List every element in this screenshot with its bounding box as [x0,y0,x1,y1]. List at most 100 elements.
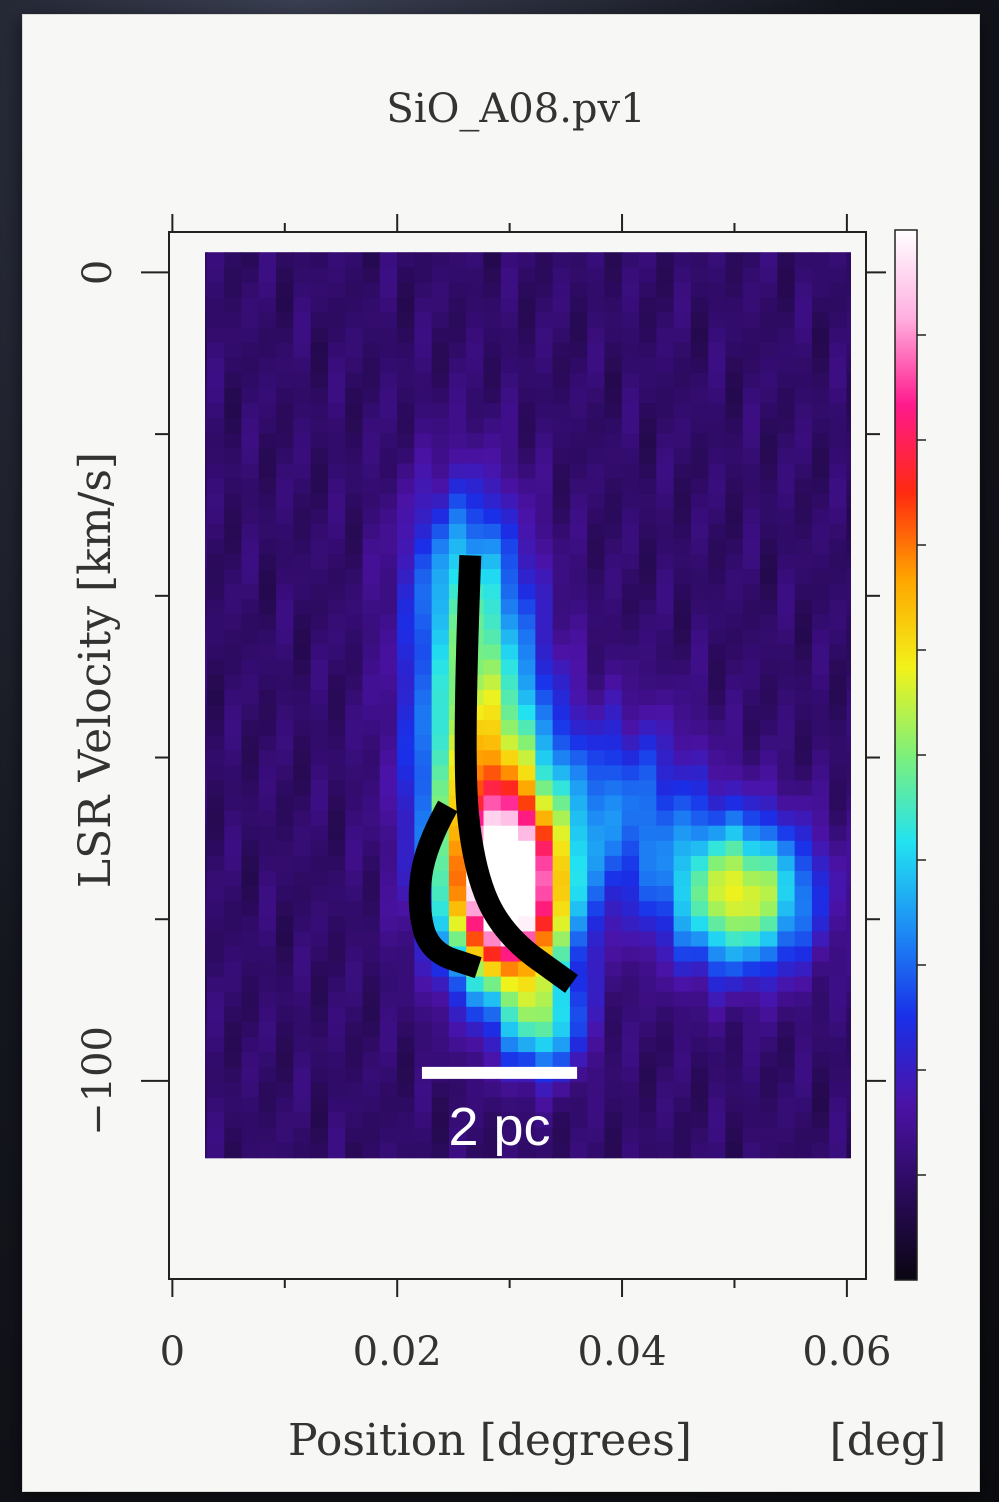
heatmap-cell [639,569,657,585]
heatmap-cell [362,991,381,1008]
heatmap-cell [483,735,502,751]
heatmap-cell [535,870,554,887]
heatmap-cell [673,584,692,600]
heatmap-cell [362,720,381,736]
heatmap-cell [639,463,657,480]
heatmap-cell [604,463,623,480]
heatmap-cell [604,418,623,434]
heatmap-cell [760,916,778,932]
heatmap-cell [224,614,243,631]
heatmap-cell [587,478,606,495]
heatmap-cell [241,1067,260,1083]
heatmap-cell [518,1021,536,1038]
heatmap-cell [483,554,502,570]
heatmap-cell [794,689,813,706]
heatmap-cell [258,1112,277,1129]
heatmap-cell [604,357,623,374]
heatmap-cell [431,538,450,555]
heatmap-cell [725,1052,744,1068]
heatmap-cell [829,780,848,797]
heatmap-cell [172,705,190,721]
heatmap-cell [777,901,796,917]
heatmap-cell [708,282,727,299]
heatmap-cell [811,825,830,842]
heatmap-cell [206,493,225,510]
heatmap-cell [414,991,433,1008]
heatmap-cell [379,931,398,948]
heatmap-cell [224,508,243,525]
heatmap-cell [327,584,346,600]
heatmap-cell [345,765,364,782]
heatmap-cell [725,1112,744,1129]
heatmap-cell [362,976,381,993]
heatmap-cell [760,327,778,344]
heatmap-cell [587,433,606,450]
heatmap-cell [708,644,727,661]
heatmap-cell [241,961,260,978]
heatmap-cell [846,1112,851,1129]
heatmap-cell [673,1052,692,1068]
heatmap-cell [846,916,851,932]
heatmap-cell [345,463,364,480]
heatmap-cell [500,493,519,510]
heatmap-cell [742,403,761,419]
heatmap-cell [241,403,260,419]
heatmap-cell [690,1036,709,1053]
heatmap-cell [552,946,571,963]
heatmap-cell [846,584,851,600]
heatmap-cell [777,1082,796,1098]
heatmap-cell [656,508,675,525]
heatmap-cell [518,689,536,706]
heatmap-cell [241,735,260,751]
heatmap-cell [224,961,243,978]
heatmap-cell [725,644,744,661]
heatmap-cell [327,1067,346,1083]
heatmap-cell [397,312,415,329]
heatmap-cell [500,629,519,646]
heatmap-cell [276,463,294,480]
heatmap-cell [379,961,398,978]
heatmap-cell [241,1142,260,1159]
heatmap-cell [518,674,536,691]
heatmap-cell [690,659,709,676]
heatmap-cell [258,629,277,646]
heatmap-cell [345,704,364,721]
heatmap-cell [206,720,225,736]
heatmap-cell [518,795,536,812]
heatmap-cell [535,840,554,857]
heatmap-cell [604,1142,623,1159]
heatmap-cell [725,780,744,797]
heatmap-cell [414,1127,433,1144]
heatmap-cell [708,946,727,963]
heatmap-cell [241,418,260,434]
heatmap-cell [725,433,744,450]
heatmap-cell [414,478,433,495]
heatmap-cell [379,644,398,661]
heatmap-cell [293,901,312,917]
heatmap-cell [172,765,190,781]
heatmap-cell [327,433,346,450]
heatmap-cell [690,478,709,495]
heatmap-cell [621,448,640,465]
heatmap-cell [258,901,277,917]
heatmap-cell [690,886,709,902]
heatmap-cell [621,1097,640,1114]
heatmap-cell [483,584,502,600]
heatmap-cell [327,523,346,540]
heatmap-cell [535,1052,554,1068]
heatmap-cell [673,569,692,585]
heatmap-cell [241,448,260,465]
heatmap-cell [673,554,692,570]
heatmap-cell [569,704,588,721]
heatmap-cell [327,795,346,812]
heatmap-cell [725,584,744,600]
heatmap-cell [673,252,692,268]
heatmap-cell [811,931,830,948]
heatmap-cell [431,750,450,766]
heatmap-cell [397,1112,415,1129]
heatmap-cell [569,357,588,374]
heatmap-cell [224,1067,243,1083]
heatmap-cell [829,1006,848,1023]
heatmap-cell [639,433,657,450]
heatmap-cell [535,267,554,283]
